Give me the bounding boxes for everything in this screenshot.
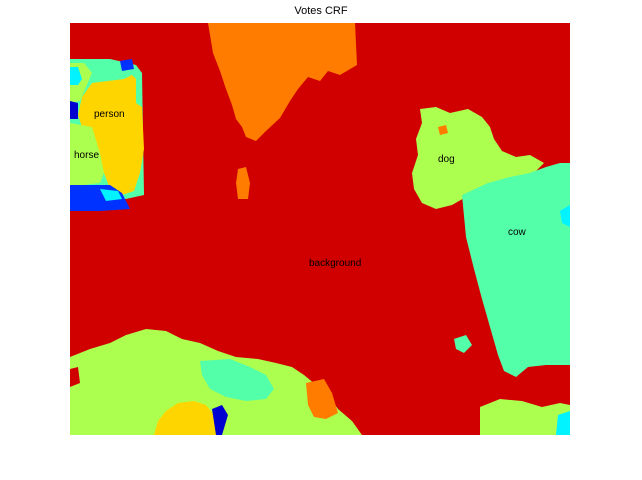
region-orange-top [208,23,357,141]
region-person [78,75,144,195]
region-bottom-green-cyan [200,359,274,401]
label-person: person [94,109,125,120]
label-horse: horse [74,150,100,161]
region-bottom-red-left [70,367,80,387]
region-bottom-yellow [154,401,220,435]
region-horse [70,123,104,185]
region-dog-orange [438,125,448,135]
label-dog: dog [438,154,455,165]
region-cow-small [454,335,472,353]
region-orange-small [236,167,250,199]
label-background: background [309,258,362,269]
region-left-blue-top [120,59,134,71]
region-bottom-right-yellow-green [480,399,570,435]
region-cow [462,163,570,377]
label-cow: cow [508,227,526,238]
region-left-dark-blue [70,101,78,119]
region-left-cyan-bottom [100,189,122,201]
region-bottom-blue [212,405,228,435]
region-bottom-right-cyan [556,411,570,435]
region-cow-cyan [560,205,570,227]
region-bottom-orange [306,379,338,419]
figure-title: Votes CRF [294,5,348,17]
segmentation-map: person horse dog cow background [70,23,570,435]
region-left-cyan [70,67,82,85]
